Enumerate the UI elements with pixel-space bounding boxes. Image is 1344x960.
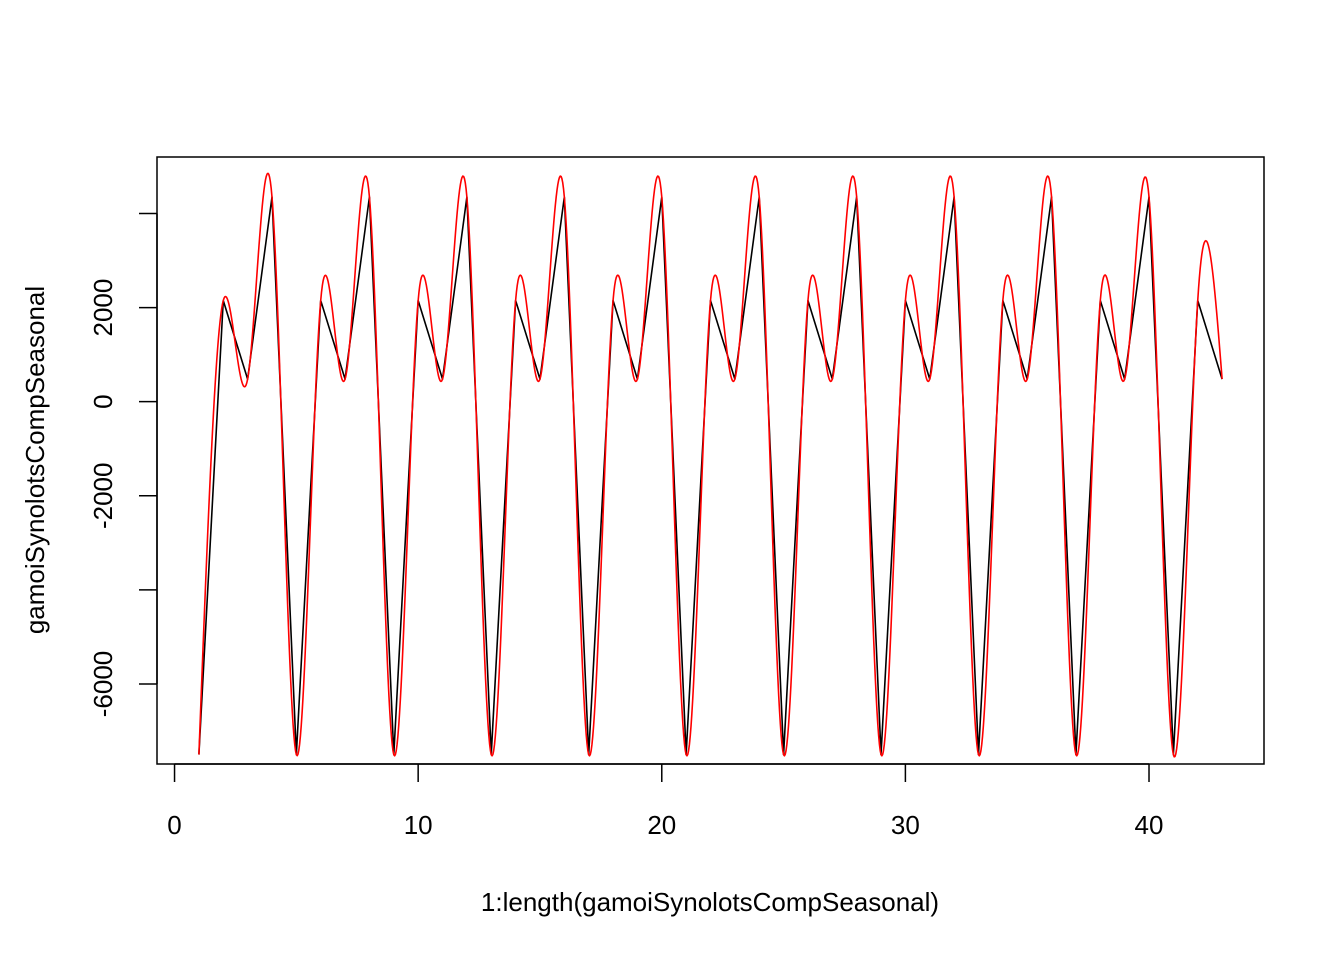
series-line-2 [198, 172, 1223, 758]
x-tick-label: 0 [167, 810, 181, 840]
x-axis: 0 10 20 30 40 [167, 763, 1164, 840]
y-tick-label: -6000 [88, 651, 118, 718]
plot-frame [156, 156, 1265, 765]
series-line-1 [198, 196, 1223, 756]
y-axis: -6000 -2000 0 2000 [88, 212, 158, 718]
x-tick-label: 10 [404, 810, 433, 840]
y-tick-label: -2000 [88, 463, 118, 530]
y-tick-label: 2000 [88, 279, 118, 337]
x-tick-label: 20 [647, 810, 676, 840]
x-tick-label: 30 [891, 810, 920, 840]
y-axis-label: gamoiSynolotsCompSeasonal [20, 286, 50, 634]
y-tick-label: 0 [88, 394, 118, 408]
x-tick-label: 40 [1135, 810, 1164, 840]
x-axis-label: 1:length(gamoiSynolotsCompSeasonal) [481, 887, 939, 917]
series-layer [198, 172, 1223, 758]
